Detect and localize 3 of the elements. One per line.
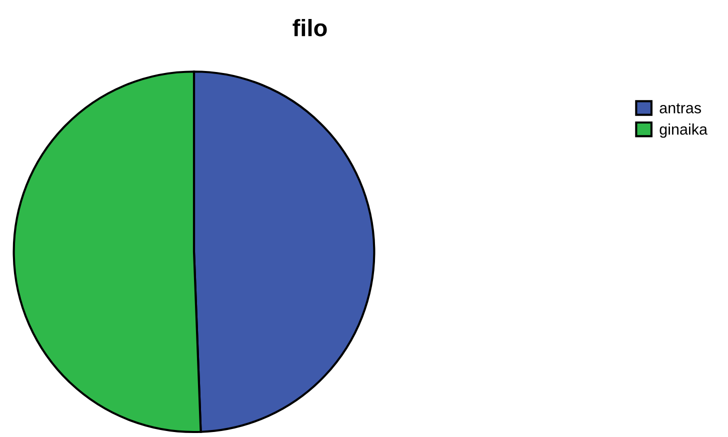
legend-label: antras — [660, 103, 702, 114]
legend-label: ginaika — [660, 124, 708, 138]
chart-title: filo — [292, 18, 327, 36]
